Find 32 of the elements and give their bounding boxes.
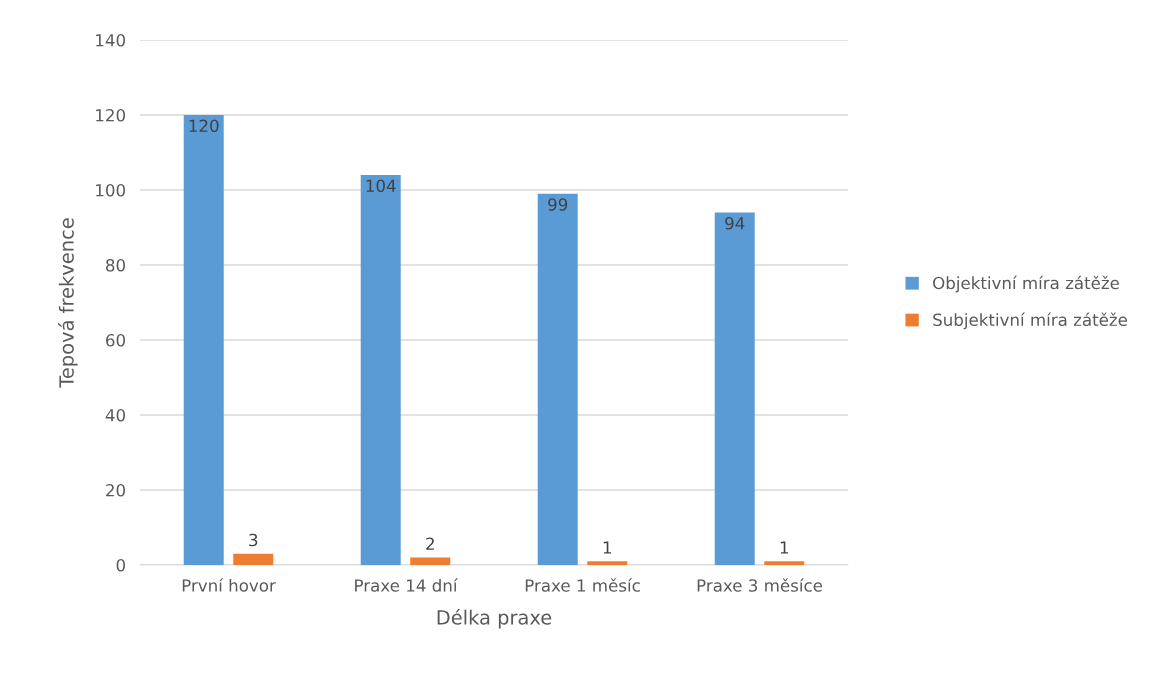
data-label: 2 xyxy=(426,537,434,550)
y-tick-label: 60 xyxy=(106,333,125,347)
data-label: 104 xyxy=(366,179,396,193)
data-label: 94 xyxy=(725,216,745,230)
x-tick-label: Praxe 3 měsíce xyxy=(697,578,823,592)
y-tick-label: 40 xyxy=(105,408,125,422)
y-tick-label: 80 xyxy=(106,258,125,272)
legend-label: Subjektivní míra zátěže xyxy=(933,312,1128,330)
data-label: 120 xyxy=(189,119,219,133)
x-tick-label: Praxe 14 dní xyxy=(355,578,458,592)
data-label: 99 xyxy=(548,198,568,211)
y-tick-label: 20 xyxy=(106,483,125,497)
data-label: 3 xyxy=(249,533,258,547)
y-tick-label: 120 xyxy=(96,108,125,122)
data-label: 1 xyxy=(780,541,789,554)
bar xyxy=(587,561,628,565)
y-tick-label: 0 xyxy=(116,558,125,572)
bar xyxy=(410,557,451,565)
y-tick-label: 100 xyxy=(96,183,125,197)
x-tick-label: První hovor xyxy=(182,578,276,592)
x-tick-label: Praxe 1 měsíc xyxy=(525,578,640,592)
y-tick-label: 140 xyxy=(96,33,125,47)
bar xyxy=(360,175,401,565)
bar xyxy=(183,115,224,565)
bar xyxy=(714,212,755,565)
data-label: 1 xyxy=(603,541,612,554)
legend-label: Objektivní míra zátěže xyxy=(933,275,1119,293)
bar xyxy=(233,553,274,565)
bar xyxy=(537,193,578,565)
bar xyxy=(764,561,805,565)
y-axis-title: Tepová frekvence xyxy=(58,218,78,388)
x-axis-title: Délka praxe xyxy=(437,608,552,629)
